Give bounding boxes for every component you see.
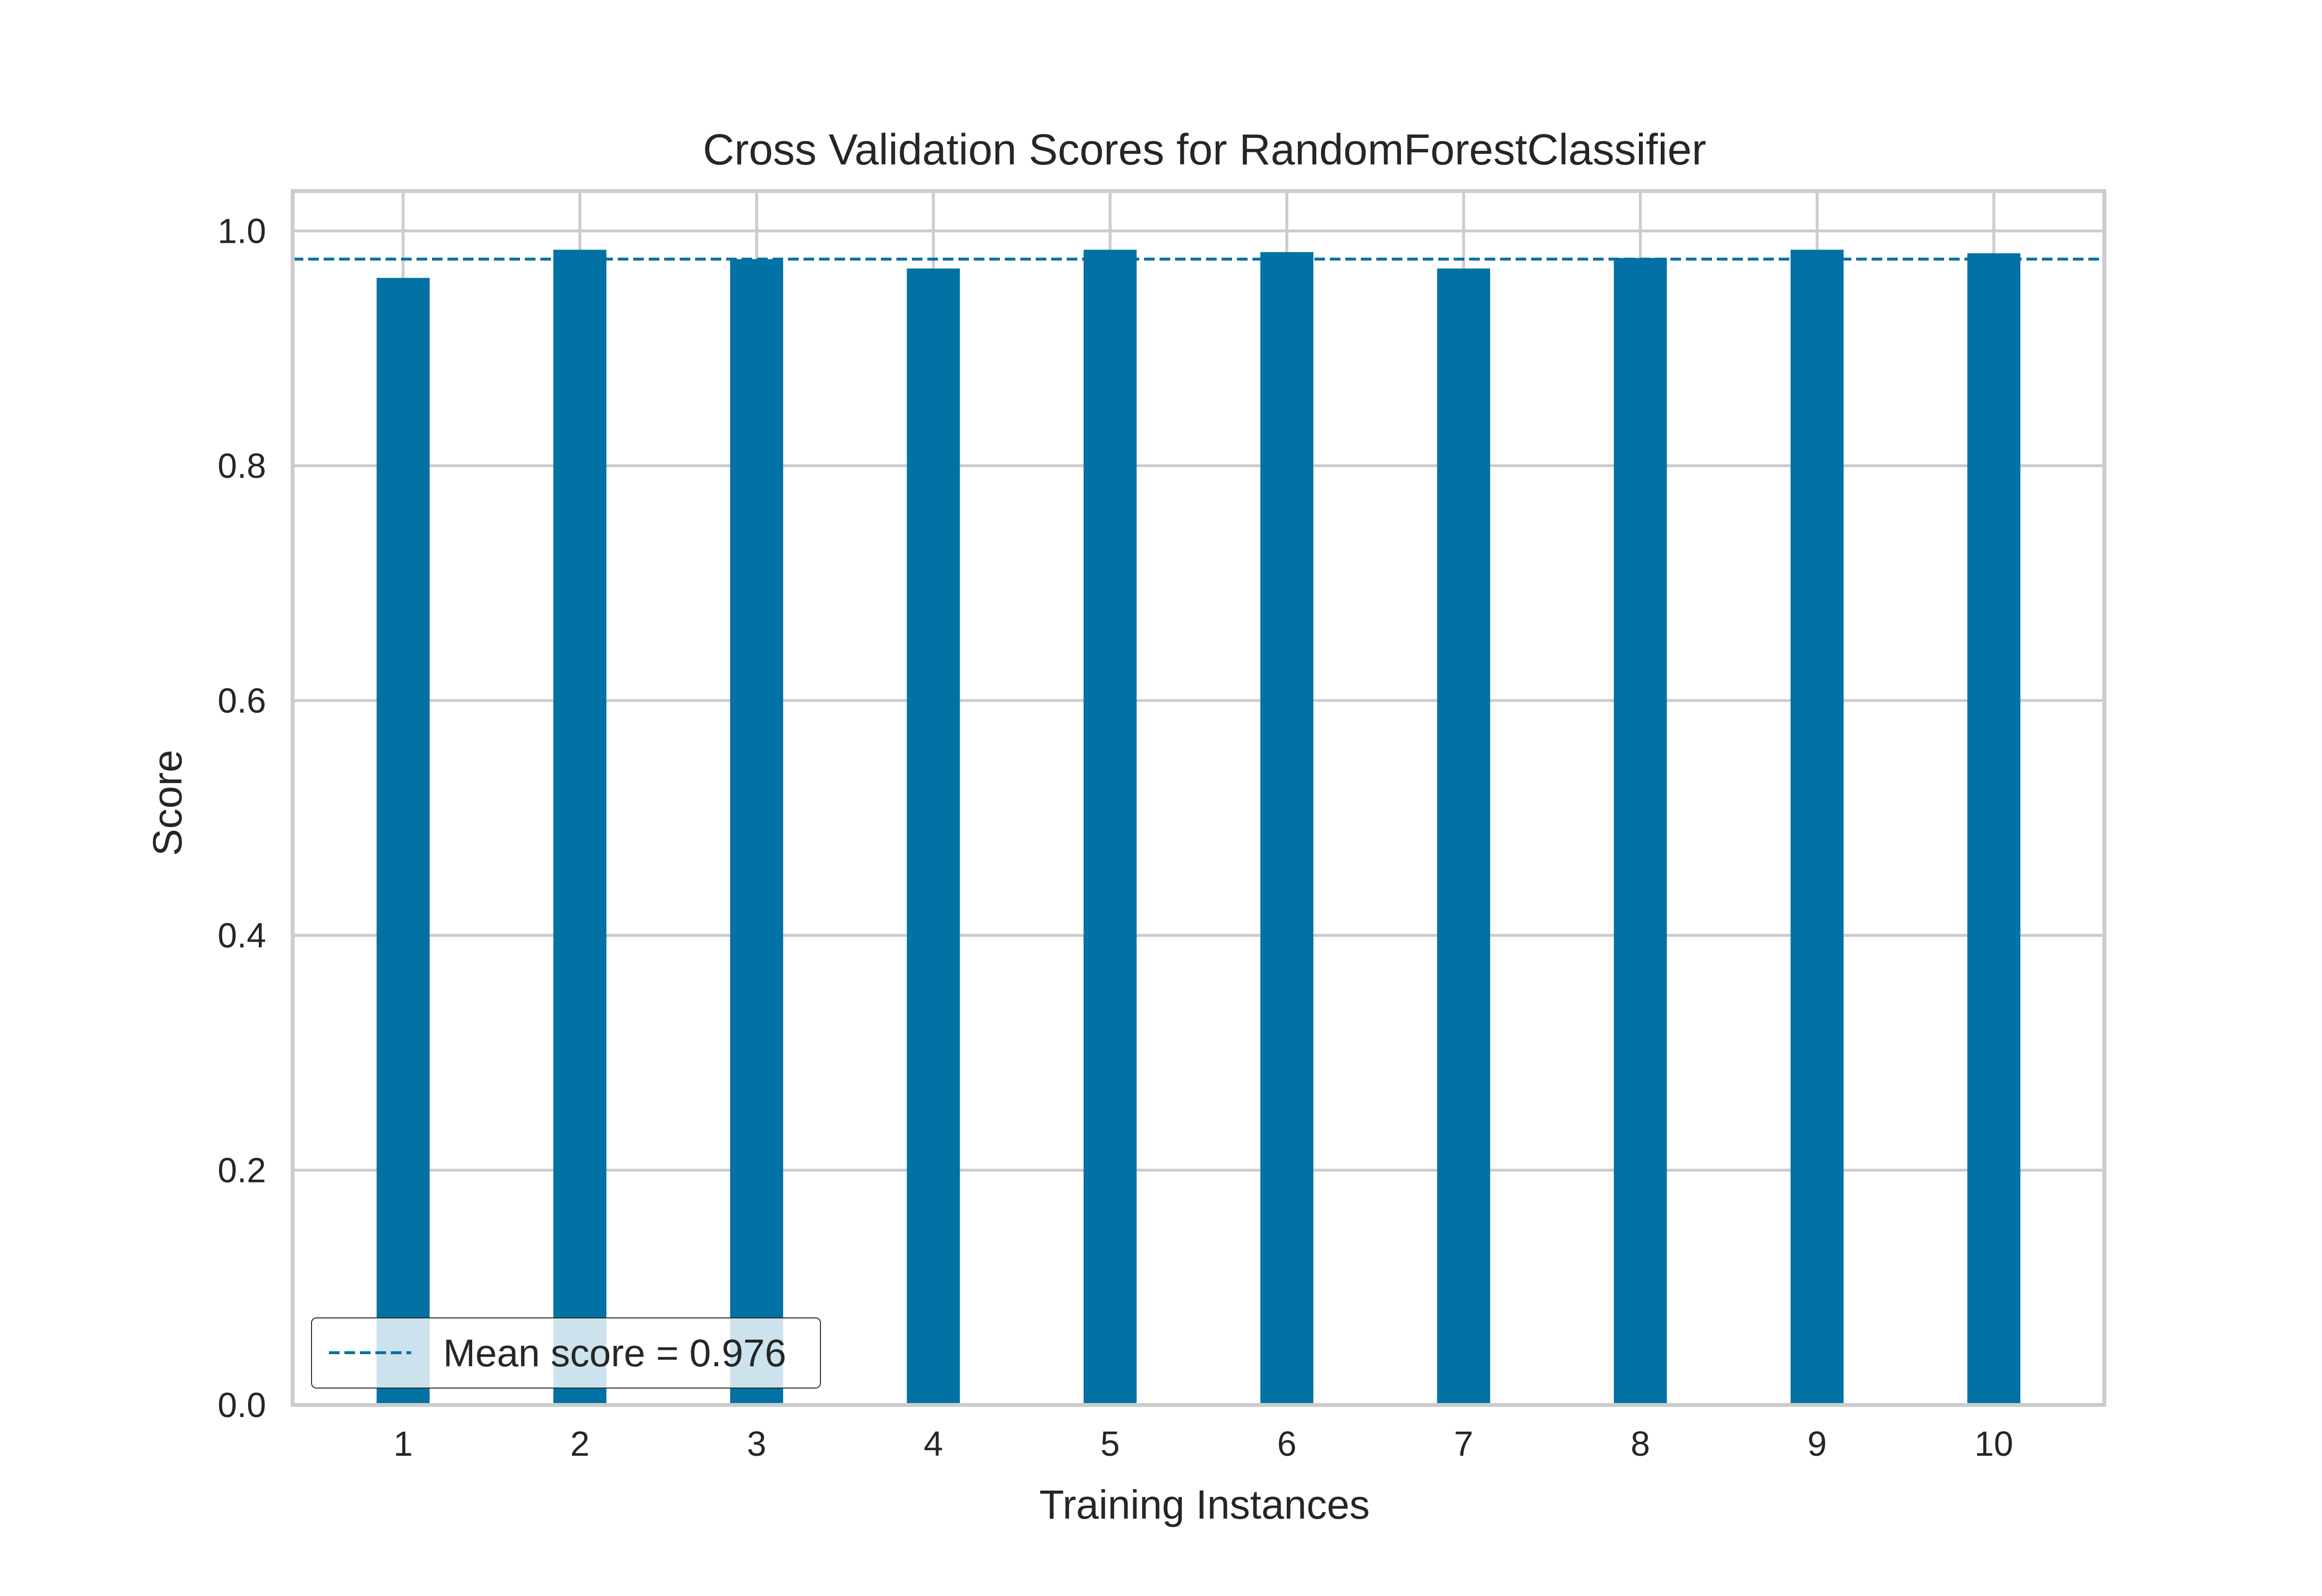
bar-fold-5	[1084, 250, 1137, 1405]
x-tick-label: 8	[1631, 1425, 1650, 1463]
bar-fold-1	[376, 278, 430, 1405]
bar-fold-10	[1967, 253, 2021, 1405]
legend: Mean score = 0.976	[311, 1317, 821, 1389]
x-tick-label: 2	[570, 1425, 590, 1463]
x-tick-label: 1	[393, 1425, 413, 1463]
y-tick-labels: 0.0 0.2 0.4 0.6 0.8 1.0	[218, 212, 266, 1425]
x-tick-label: 10	[1975, 1425, 2013, 1463]
x-tick-label: 7	[1454, 1425, 1474, 1463]
x-tick-label: 9	[1807, 1425, 1827, 1463]
x-tick-label: 5	[1101, 1425, 1120, 1463]
y-tick-label: 1.0	[218, 212, 266, 251]
y-tick-label: 0.2	[218, 1152, 266, 1190]
x-tick-label: 4	[923, 1425, 943, 1463]
x-axis-label: Training Instances	[1039, 1482, 1369, 1527]
y-tick-label: 0.6	[218, 682, 266, 721]
bar-fold-9	[1790, 250, 1844, 1405]
y-tick-label: 0.8	[218, 447, 266, 486]
bar-fold-4	[907, 268, 960, 1405]
x-tick-label: 6	[1277, 1425, 1296, 1463]
y-axis-label: Score	[145, 750, 190, 856]
x-tick-label: 3	[747, 1425, 766, 1463]
bar-fold-2	[553, 250, 607, 1405]
y-tick-label: 0.4	[218, 916, 266, 955]
bar-fold-8	[1614, 258, 1667, 1405]
chart-title: Cross Validation Scores for RandomForest…	[703, 126, 1706, 174]
legend-box	[311, 1317, 821, 1389]
bars	[376, 250, 2021, 1405]
y-tick-label: 0.0	[218, 1386, 266, 1425]
axes-frame	[291, 189, 2106, 1407]
legend-label: Mean score = 0.976	[443, 1331, 786, 1374]
bar-fold-7	[1437, 268, 1490, 1405]
bar-fold-6	[1260, 252, 1313, 1405]
bar-fold-3	[730, 259, 783, 1405]
x-tick-labels: 1 2 3 4 5 6 7 8 9 10	[393, 1425, 2013, 1463]
